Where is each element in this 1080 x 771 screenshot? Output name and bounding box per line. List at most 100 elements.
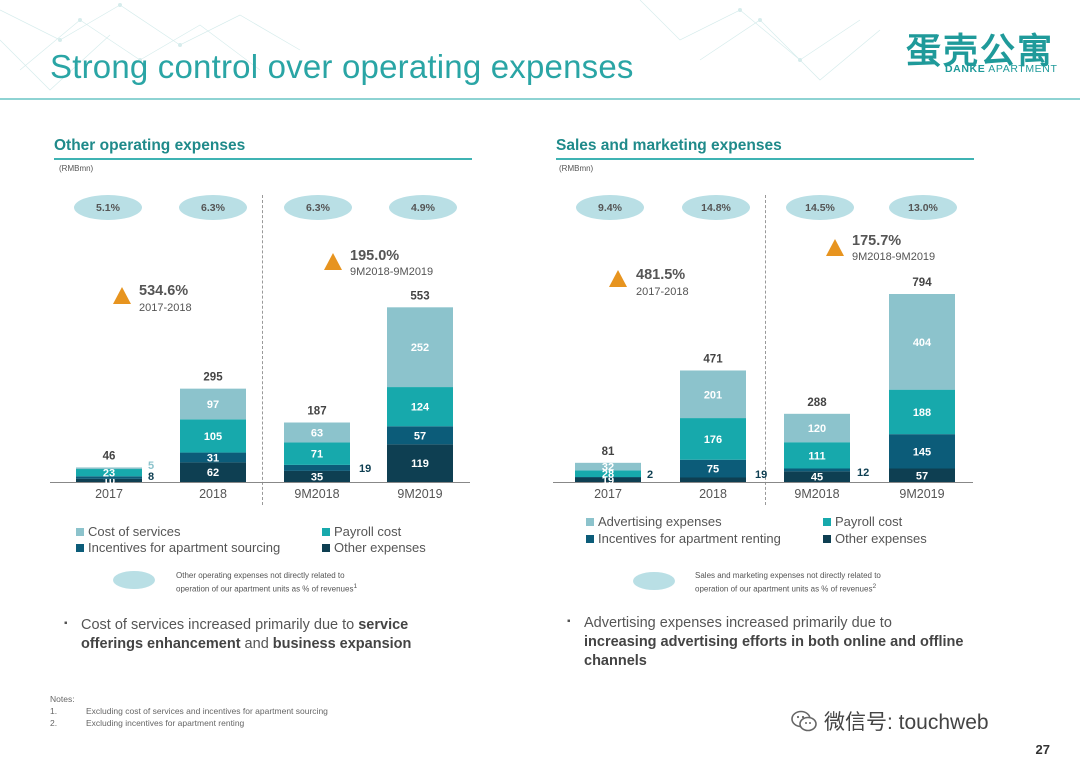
legend-cost-of-services: Cost of services bbox=[76, 524, 180, 539]
page-number: 27 bbox=[1035, 742, 1050, 757]
right-title-rule bbox=[556, 158, 974, 160]
bar-value-label: 97 bbox=[207, 399, 219, 411]
left-chart-title: Other operating expenses bbox=[54, 137, 246, 154]
bar-segment-incentives bbox=[680, 459, 746, 478]
bar-value-label: 71 bbox=[311, 449, 323, 461]
right-growth-9m: 175.7% bbox=[852, 233, 902, 249]
bar-value-label: 111 bbox=[808, 450, 825, 462]
bar-segment-payroll bbox=[76, 469, 142, 477]
bar-9M2018: 45 12 111 120 288 9M2018 bbox=[784, 397, 869, 501]
bar-segment-payroll bbox=[784, 442, 850, 469]
left-title-rule bbox=[54, 158, 472, 160]
legend-swatch bbox=[586, 517, 594, 526]
bar-segment-incentives bbox=[575, 477, 641, 478]
bar-value-label: 75 bbox=[707, 464, 719, 476]
legend-swatch bbox=[322, 543, 330, 552]
bar-total-label: 295 bbox=[203, 372, 223, 384]
bar-segment-cost bbox=[180, 388, 246, 420]
bar-value-label: 12 bbox=[857, 467, 869, 479]
bar-value-label: 35 bbox=[311, 471, 323, 483]
bar-segment-other bbox=[180, 462, 246, 482]
bar-segment-other bbox=[387, 444, 453, 482]
bar-value-label: 124 bbox=[411, 402, 430, 414]
left-note-ellipse bbox=[113, 571, 155, 589]
x-tick-label: 9M2018 bbox=[794, 487, 839, 501]
bar-value-label: 31 bbox=[207, 452, 219, 464]
left-ellipse-note: Other operating expenses not directly re… bbox=[176, 571, 358, 594]
left-bullet-text: Cost of services increased primarily due… bbox=[81, 617, 412, 652]
right-note-ellipse bbox=[633, 572, 675, 590]
logo-chinese-text: 蛋壳公寓 bbox=[906, 32, 1055, 71]
right-bullet-text: Advertising expenses increased primarily… bbox=[584, 615, 964, 669]
bar-total-label: 81 bbox=[602, 446, 615, 458]
title-divider bbox=[0, 98, 1080, 100]
bar-value-label: 252 bbox=[411, 342, 429, 354]
bar-9M2019: 57 145 188 404 794 9M2019 bbox=[889, 277, 955, 501]
bar-total-label: 288 bbox=[807, 397, 827, 409]
bar-value-label: 404 bbox=[913, 337, 932, 349]
bar-value-label: 105 bbox=[204, 431, 222, 443]
notes-heading: Notes: bbox=[50, 694, 75, 704]
bar-value-label: 5 bbox=[148, 460, 154, 472]
right-growth-annual: 481.5% bbox=[636, 267, 686, 283]
x-tick-label: 9M2019 bbox=[397, 487, 442, 501]
bar-value-label: 23 bbox=[103, 468, 115, 480]
bullet-marker: ▪ bbox=[567, 616, 571, 627]
bar-total-label: 553 bbox=[410, 290, 429, 302]
bar-segment-payroll bbox=[387, 387, 453, 427]
bar-segment-cost bbox=[284, 422, 350, 443]
bar-value-label: 57 bbox=[414, 430, 426, 442]
legend-payroll-cost: Payroll cost bbox=[322, 524, 401, 539]
legend-incentives-renting: Incentives for apartment renting bbox=[586, 531, 781, 546]
bar-value-label: 19 bbox=[359, 463, 371, 475]
x-tick-label: 2017 bbox=[95, 487, 123, 501]
left-ratio-9m2019: 4.9% bbox=[389, 195, 457, 220]
bar-value-label: 32 bbox=[602, 462, 614, 474]
bar-value-label: 63 bbox=[311, 427, 323, 439]
bar-9M2019: 119 57 124 252 553 9M2019 bbox=[387, 290, 453, 501]
bar-segment-cost bbox=[387, 307, 453, 388]
left-ratio-2017: 5.1% bbox=[74, 195, 142, 220]
bar-segment-other bbox=[889, 468, 955, 482]
bar-value-label: 28 bbox=[602, 469, 614, 481]
note-1-text: Excluding cost of services and incentive… bbox=[86, 706, 328, 716]
right-ratio-9m2019: 13.0% bbox=[889, 195, 957, 220]
legend-other-expenses: Other expenses bbox=[823, 531, 927, 546]
bar-segment-cost bbox=[889, 294, 955, 390]
bar-segment-payroll bbox=[284, 442, 350, 465]
bar-value-label: 120 bbox=[808, 423, 826, 435]
growth-up-triangle-icon bbox=[826, 239, 844, 256]
bar-segment-other bbox=[284, 470, 350, 482]
legend-payroll-cost: Payroll cost bbox=[823, 514, 902, 529]
header-decoration bbox=[0, 0, 881, 91]
legend-swatch bbox=[586, 534, 594, 543]
growth-up-triangle-icon bbox=[609, 270, 627, 287]
wechat-icon bbox=[791, 710, 817, 732]
left-growth-annual: 534.6% bbox=[139, 283, 189, 299]
growth-up-triangle-icon bbox=[113, 287, 131, 304]
legend-incentives-sourcing: Incentives for apartment sourcing bbox=[76, 540, 280, 555]
bar-segment-other bbox=[680, 477, 746, 482]
x-tick-label: 9M2019 bbox=[899, 487, 944, 501]
bar-segment-cost bbox=[575, 462, 641, 471]
bar-value-label: 188 bbox=[913, 407, 931, 419]
right-ratio-9m2018: 14.5% bbox=[786, 195, 854, 220]
x-tick-label: 2018 bbox=[699, 487, 727, 501]
legend-advertising-expenses: Advertising expenses bbox=[586, 514, 722, 529]
left-unit-label: (RMBmn) bbox=[59, 164, 94, 173]
bar-segment-other bbox=[76, 478, 142, 482]
bar-segment-incentives bbox=[76, 476, 142, 479]
left-ratio-2018: 6.3% bbox=[179, 195, 247, 220]
x-tick-label: 2017 bbox=[594, 487, 622, 501]
bar-segment-incentives bbox=[784, 468, 850, 472]
bar-value-label: 19 bbox=[602, 475, 614, 487]
note-2-text: Excluding incentives for apartment renti… bbox=[86, 718, 245, 728]
bar-value-label: 8 bbox=[148, 471, 154, 483]
bar-value-label: 119 bbox=[411, 458, 429, 470]
left-growth-annual-period: 2017-2018 bbox=[139, 302, 192, 314]
bar-segment-incentives bbox=[889, 434, 955, 469]
bar-segment-payroll bbox=[180, 419, 246, 453]
